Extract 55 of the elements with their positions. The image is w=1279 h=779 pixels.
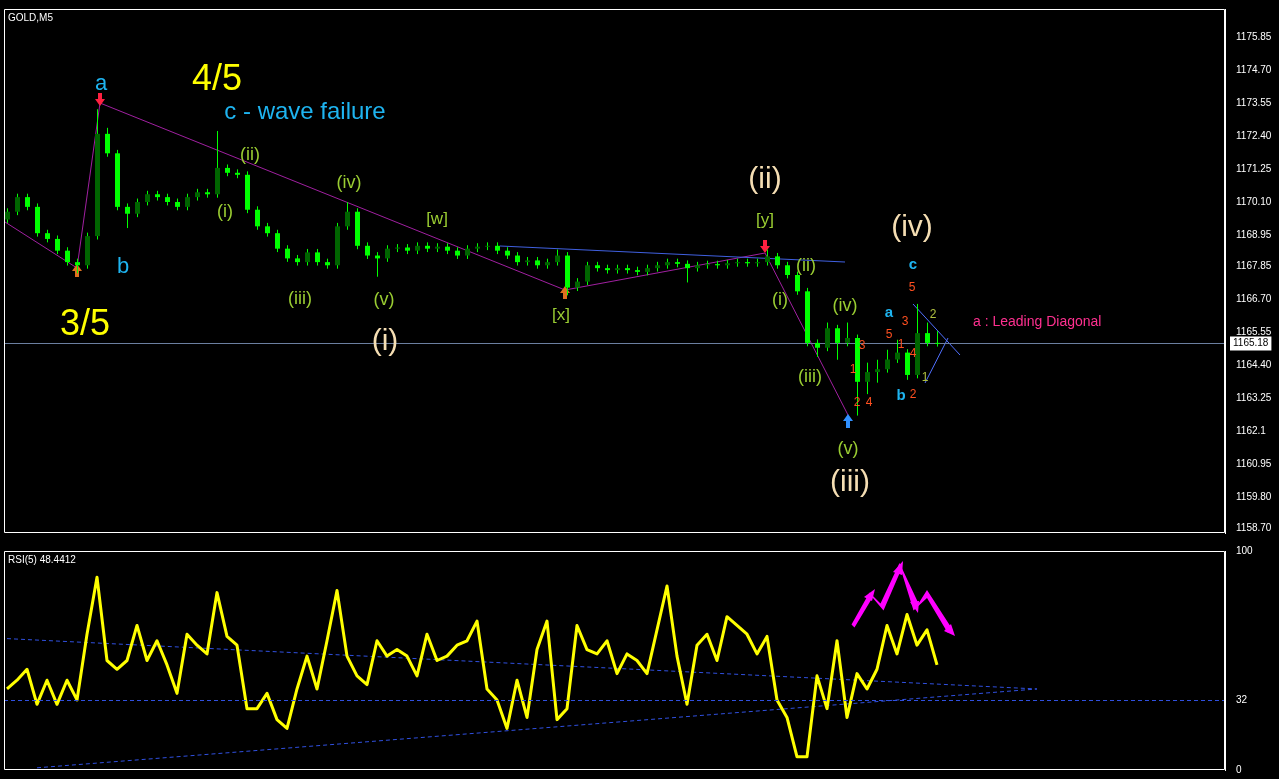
annotation: 5 (908, 280, 916, 295)
y-tick-label: 1158.70 (1236, 522, 1272, 534)
annotation: 4/5 (191, 56, 243, 98)
chart-title: GOLD,M5 (8, 11, 54, 23)
annotation: (iii) (288, 287, 312, 308)
annotation: (v) (373, 288, 395, 309)
y-tick-label: 1167.85 (1236, 260, 1272, 272)
annotation: (iii) (830, 464, 870, 498)
y-tick-label: 1164.40 (1236, 359, 1272, 371)
y-tick-label: 1166.70 (1236, 293, 1272, 305)
annotation: (ii) (796, 254, 816, 275)
annotation: a (884, 303, 894, 321)
annotation: (iv) (891, 209, 933, 243)
annotation: a : Leading Diagonal (973, 312, 1102, 329)
annotation: a (94, 70, 108, 96)
y-tick-label: 1165.55 (1236, 326, 1272, 338)
ref-line-label: 1165.18 (1233, 337, 1269, 349)
y-tick-label: 1170.10 (1236, 196, 1272, 208)
y-tick-label: 1175.85 (1236, 31, 1272, 43)
y-tick-label: 100 (1236, 544, 1254, 556)
y-tick-label: 1171.25 (1236, 163, 1272, 175)
annotation: b (896, 386, 906, 404)
annotation: (i) (217, 200, 233, 221)
y-tick-label: 1159.80 (1236, 490, 1272, 502)
y-tick-label: 1163.25 (1236, 392, 1272, 404)
y-tick-label: 1172.40 (1236, 130, 1272, 142)
y-tick-label: 1160.95 (1236, 458, 1272, 470)
annotation: [y] (756, 209, 774, 229)
annotation: 5 (885, 327, 893, 342)
annotation: c - wave failure (224, 96, 386, 124)
y-tick-label: 0 (1236, 763, 1242, 775)
annotation: 1 (921, 370, 929, 385)
annotation: (v) (837, 437, 859, 458)
annotation: 2 (909, 387, 917, 402)
annotation: 2 (929, 307, 937, 322)
annotation: [w] (426, 208, 448, 228)
y-tick-label: 1162.1 (1236, 425, 1267, 437)
chart-title: RSI(5) 48.4412 (8, 553, 77, 565)
annotation: c (908, 255, 918, 273)
annotation: (iv) (832, 294, 858, 315)
y-tick-label: 32 (1236, 693, 1248, 705)
annotation: 4 (909, 346, 917, 361)
y-tick-label: 1173.55 (1236, 97, 1272, 109)
annotation: (ii) (240, 143, 260, 164)
annotation: b (116, 253, 130, 279)
annotation: 3 (901, 314, 909, 329)
annotation: 4 (865, 395, 873, 410)
annotation: [x] (552, 304, 570, 324)
y-tick-label: 1168.95 (1236, 228, 1272, 240)
annotation: 3/5 (59, 301, 111, 343)
annotation: (iii) (798, 365, 822, 386)
annotation: (iv) (336, 171, 362, 192)
annotation: (ii) (748, 161, 782, 195)
annotation: (i) (772, 288, 788, 309)
y-tick-label: 1174.70 (1236, 64, 1272, 76)
